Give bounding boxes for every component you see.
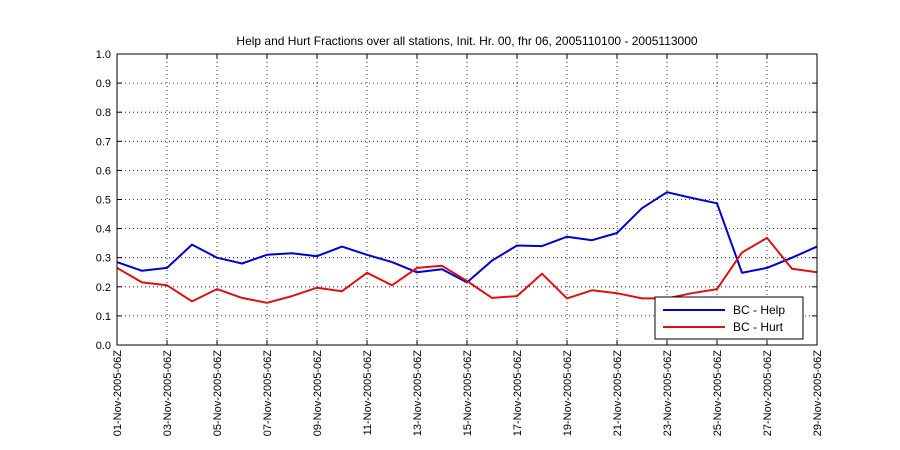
y-tick-label: 1.0 xyxy=(96,49,111,61)
y-tick-label: 0.9 xyxy=(96,78,111,90)
x-tick-label: 23-Nov-2005-06Z xyxy=(662,350,674,436)
legend-label: BC - Hurt xyxy=(733,320,784,334)
x-tick-label: 19-Nov-2005-06Z xyxy=(562,350,574,436)
x-tick-label: 07-Nov-2005-06Z xyxy=(262,350,274,436)
y-tick-label: 0.4 xyxy=(96,224,111,236)
x-tick-label: 03-Nov-2005-06Z xyxy=(162,350,174,436)
series-line-help xyxy=(116,191,818,284)
x-tick-label: 01-Nov-2005-06Z xyxy=(112,350,124,436)
legend: BC - Help BC - Hurt xyxy=(654,296,804,340)
x-tick-label: 27-Nov-2005-06Z xyxy=(762,350,774,436)
y-tick-label: 0.2 xyxy=(96,282,111,294)
x-tick-label: 15-Nov-2005-06Z xyxy=(462,350,474,436)
y-tick-label: 0.8 xyxy=(96,107,111,119)
series-line-hurt xyxy=(116,236,818,304)
axis-ticks: 0.0 0.1 0.2 0.3 0.4 0.5 0.6 0.7 0.8 0.9 1.0 01-Nov-… xyxy=(96,49,824,436)
x-tick-label: 05-Nov-2005-06Z xyxy=(212,350,224,436)
y-tick-label: 0.0 xyxy=(96,340,111,352)
chart-title: Help and Hurt Fractions over all station… xyxy=(236,34,697,48)
series xyxy=(116,191,818,304)
plot-area-border xyxy=(116,53,818,346)
x-tick-label: 17-Nov-2005-06Z xyxy=(512,350,524,436)
legend-label: BC - Help xyxy=(733,303,785,317)
y-tick-label: 0.7 xyxy=(96,136,111,148)
legend-box xyxy=(654,296,804,340)
x-tick-label: 13-Nov-2005-06Z xyxy=(412,350,424,436)
x-tick-label: 11-Nov-2005-06Z xyxy=(362,350,374,436)
y-tick-label: 0.1 xyxy=(96,311,111,323)
y-tick-label: 0.6 xyxy=(96,165,111,177)
y-tick-label: 0.5 xyxy=(96,195,111,207)
y-tick-label: 0.3 xyxy=(96,253,111,265)
x-tick-label: 21-Nov-2005-06Z xyxy=(612,350,624,436)
x-tick-label: 09-Nov-2005-06Z xyxy=(312,350,324,436)
grid xyxy=(117,54,817,345)
x-tick-label: 29-Nov-2005-06Z xyxy=(812,350,824,436)
x-tick-label: 25-Nov-2005-06Z xyxy=(712,350,724,436)
